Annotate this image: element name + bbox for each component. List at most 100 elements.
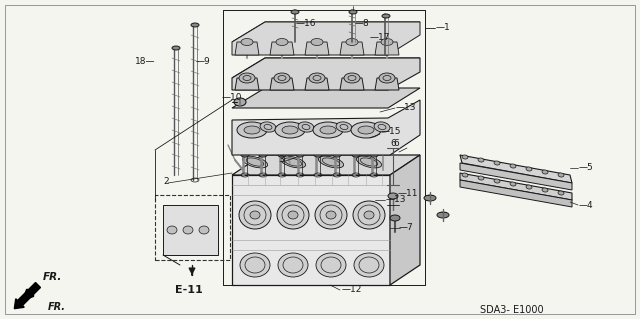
Ellipse shape <box>494 179 500 183</box>
Ellipse shape <box>510 164 516 168</box>
Polygon shape <box>375 78 399 90</box>
Ellipse shape <box>274 73 290 83</box>
Ellipse shape <box>352 153 360 157</box>
Polygon shape <box>460 163 572 190</box>
Text: —9: —9 <box>196 57 211 66</box>
Text: FR.: FR. <box>43 272 62 282</box>
Ellipse shape <box>237 122 267 138</box>
Ellipse shape <box>320 126 336 134</box>
Ellipse shape <box>462 173 468 177</box>
Ellipse shape <box>316 253 346 277</box>
Bar <box>155 195 230 260</box>
Ellipse shape <box>478 158 484 162</box>
Ellipse shape <box>244 126 260 134</box>
Text: —7: —7 <box>399 224 413 233</box>
Ellipse shape <box>370 153 378 157</box>
Text: —13: —13 <box>386 196 406 204</box>
Polygon shape <box>232 100 420 155</box>
Text: —17: —17 <box>370 33 390 42</box>
Ellipse shape <box>241 153 249 157</box>
Ellipse shape <box>318 156 344 168</box>
Ellipse shape <box>259 153 267 157</box>
Polygon shape <box>270 78 294 90</box>
Ellipse shape <box>364 211 374 219</box>
Ellipse shape <box>348 40 356 44</box>
Ellipse shape <box>344 73 360 83</box>
Polygon shape <box>340 42 364 55</box>
Ellipse shape <box>353 201 385 229</box>
Text: 2: 2 <box>163 177 168 187</box>
Ellipse shape <box>277 201 309 229</box>
Ellipse shape <box>542 188 548 192</box>
Polygon shape <box>235 42 259 55</box>
Ellipse shape <box>437 212 449 218</box>
Ellipse shape <box>478 176 484 180</box>
Polygon shape <box>340 78 364 90</box>
Text: —5: —5 <box>579 164 594 173</box>
Ellipse shape <box>191 23 199 27</box>
Ellipse shape <box>462 155 468 159</box>
FancyArrow shape <box>14 283 40 309</box>
Ellipse shape <box>243 40 251 44</box>
Ellipse shape <box>510 182 516 186</box>
Ellipse shape <box>383 40 391 44</box>
Polygon shape <box>232 175 390 285</box>
Ellipse shape <box>358 126 374 134</box>
Ellipse shape <box>241 39 253 46</box>
Polygon shape <box>460 180 572 207</box>
Polygon shape <box>232 58 420 78</box>
Ellipse shape <box>234 98 246 106</box>
Ellipse shape <box>278 40 286 44</box>
Text: 3: 3 <box>278 155 284 165</box>
Ellipse shape <box>260 122 276 132</box>
Text: 6: 6 <box>390 139 396 149</box>
Ellipse shape <box>333 153 341 157</box>
Ellipse shape <box>374 122 390 132</box>
Ellipse shape <box>354 253 384 277</box>
Ellipse shape <box>298 122 314 132</box>
Polygon shape <box>375 42 399 55</box>
Ellipse shape <box>315 201 347 229</box>
Ellipse shape <box>494 161 500 165</box>
Text: —13: —13 <box>396 102 417 112</box>
Text: —12: —12 <box>342 286 362 294</box>
Ellipse shape <box>199 226 209 234</box>
Ellipse shape <box>172 46 180 50</box>
Polygon shape <box>270 42 294 55</box>
Polygon shape <box>232 22 420 42</box>
Ellipse shape <box>381 39 393 46</box>
Ellipse shape <box>526 167 532 171</box>
Ellipse shape <box>280 156 306 168</box>
Polygon shape <box>460 155 572 183</box>
Ellipse shape <box>351 122 381 138</box>
Polygon shape <box>232 58 420 90</box>
Text: —4: —4 <box>579 201 594 210</box>
Ellipse shape <box>243 156 268 168</box>
Ellipse shape <box>346 39 358 46</box>
Polygon shape <box>460 173 572 200</box>
Ellipse shape <box>309 73 325 83</box>
Ellipse shape <box>542 170 548 174</box>
Ellipse shape <box>276 39 288 46</box>
Ellipse shape <box>250 211 260 219</box>
Ellipse shape <box>558 191 564 195</box>
Ellipse shape <box>288 211 298 219</box>
Ellipse shape <box>379 73 395 83</box>
Text: 18—: 18— <box>134 57 155 66</box>
Ellipse shape <box>326 211 336 219</box>
Ellipse shape <box>296 153 304 157</box>
Ellipse shape <box>240 253 270 277</box>
Text: —1: —1 <box>436 24 451 33</box>
Ellipse shape <box>349 10 357 14</box>
Text: FR.: FR. <box>48 302 66 312</box>
Ellipse shape <box>282 126 298 134</box>
Ellipse shape <box>356 156 381 168</box>
Polygon shape <box>163 205 218 255</box>
Ellipse shape <box>313 122 343 138</box>
Text: —16: —16 <box>296 19 317 28</box>
Ellipse shape <box>390 215 400 221</box>
Ellipse shape <box>278 253 308 277</box>
Ellipse shape <box>278 153 286 157</box>
Text: 6: 6 <box>393 138 399 147</box>
Text: SDA3- E1000: SDA3- E1000 <box>480 305 543 315</box>
